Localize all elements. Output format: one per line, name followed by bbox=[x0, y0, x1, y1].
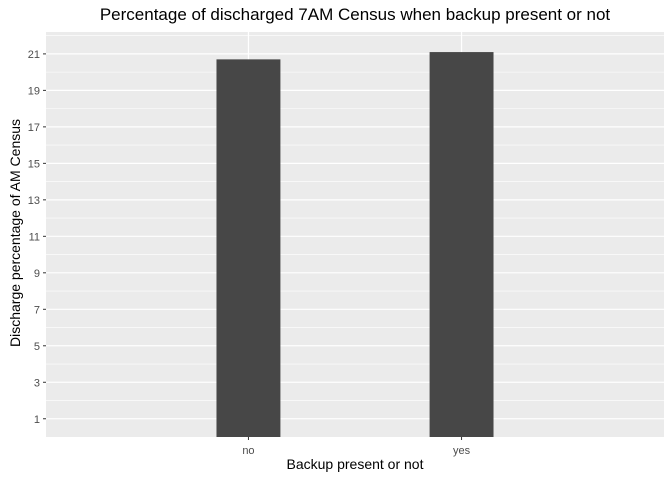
y-tick-label: 9 bbox=[34, 268, 40, 280]
y-tick-label: 11 bbox=[29, 231, 40, 243]
y-tick-label: 3 bbox=[34, 377, 40, 389]
y-tick-label: 1 bbox=[34, 414, 40, 426]
y-tick-label: 17 bbox=[28, 122, 40, 134]
y-tick-label: 13 bbox=[28, 195, 40, 207]
plot-background bbox=[46, 32, 664, 437]
x-tick-label: yes bbox=[453, 445, 471, 457]
y-tick-label: 19 bbox=[28, 85, 40, 97]
y-axis-title: Discharge percentage of AM Census bbox=[7, 119, 23, 347]
x-axis-title: Backup present or not bbox=[287, 456, 424, 472]
y-tick-label: 15 bbox=[28, 158, 40, 170]
bar-yes bbox=[429, 52, 494, 437]
chart-title: Percentage of discharged 7AM Census when… bbox=[100, 5, 611, 24]
y-tick-label: 5 bbox=[34, 341, 40, 353]
y-tick-label: 21 bbox=[28, 49, 40, 61]
x-tick-label: no bbox=[242, 445, 254, 457]
y-tick-label: 7 bbox=[34, 304, 40, 316]
bar-no bbox=[216, 59, 281, 437]
